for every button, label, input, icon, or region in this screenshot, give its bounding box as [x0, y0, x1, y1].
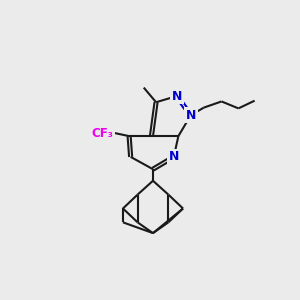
Text: N: N [185, 109, 196, 122]
Text: N: N [172, 90, 182, 103]
Text: CF₃: CF₃ [91, 127, 113, 140]
Text: N: N [169, 150, 179, 164]
